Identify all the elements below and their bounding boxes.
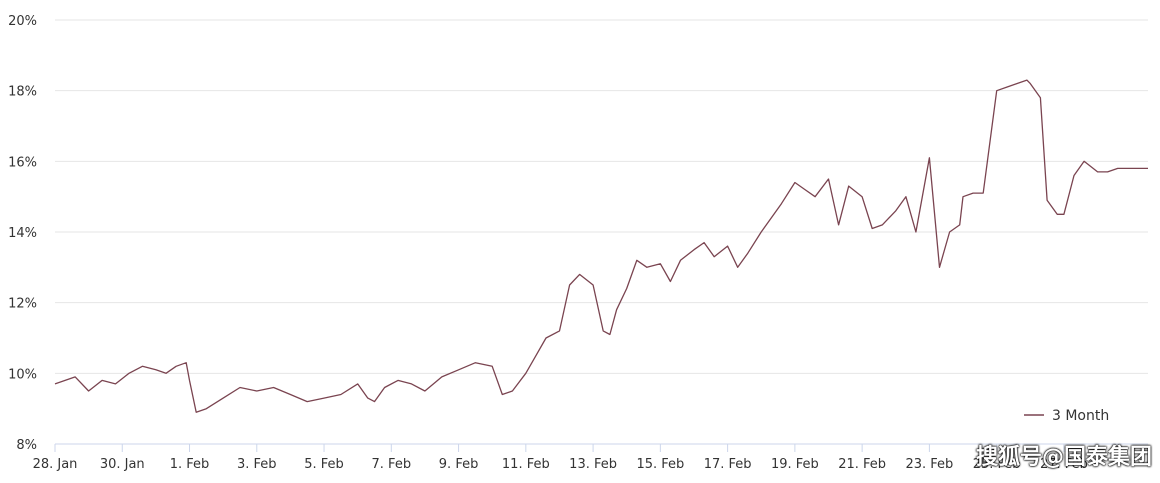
- x-tick-label: 23. Feb: [905, 457, 953, 472]
- series-line[interactable]: [54, 79, 1148, 413]
- x-tick-label: 27. Feb: [1040, 457, 1088, 472]
- x-tick-label: 1. Feb: [170, 457, 210, 472]
- y-tick-label: 14%: [8, 226, 37, 241]
- y-tick-label: 20%: [8, 14, 37, 29]
- x-tick-label: 15. Feb: [636, 457, 684, 472]
- y-tick-label: 12%: [8, 297, 37, 312]
- x-tick-label: 19. Feb: [771, 457, 819, 472]
- x-tick-label: 11. Feb: [502, 457, 550, 472]
- x-tick-label: 7. Feb: [372, 457, 412, 472]
- y-tick-label: 8%: [16, 438, 37, 453]
- x-axis: 28. Jan 30. Jan 1. Feb 3. Feb 5. Feb 7. Feb 9.…: [33, 443, 1148, 472]
- legend[interactable]: 3 Month: [1024, 408, 1109, 424]
- x-tick-label: 28. Jan: [33, 457, 78, 472]
- y-axis: 20% 18% 16% 14% 12% 10% 8%: [8, 14, 37, 453]
- legend-label: 3 Month: [1052, 408, 1109, 424]
- x-tick-label: 3. Feb: [237, 457, 277, 472]
- x-tick-label: 21. Feb: [838, 457, 886, 472]
- y-tick-label: 18%: [8, 85, 37, 100]
- x-tick-label: 13. Feb: [569, 457, 617, 472]
- x-tick-label: 30. Jan: [100, 457, 145, 472]
- series-group: [54, 79, 1148, 413]
- y-tick-label: 10%: [8, 367, 37, 382]
- gridlines: [55, 19, 1148, 445]
- x-tick-label: 17. Feb: [704, 457, 752, 472]
- watermark: 搜狐号@国泰集团: [975, 445, 1152, 470]
- x-tick-label: 25. Feb: [973, 457, 1021, 472]
- y-tick-label: 16%: [8, 155, 37, 170]
- x-tick-label: 9. Feb: [439, 457, 479, 472]
- x-tick-label: 5. Feb: [304, 457, 344, 472]
